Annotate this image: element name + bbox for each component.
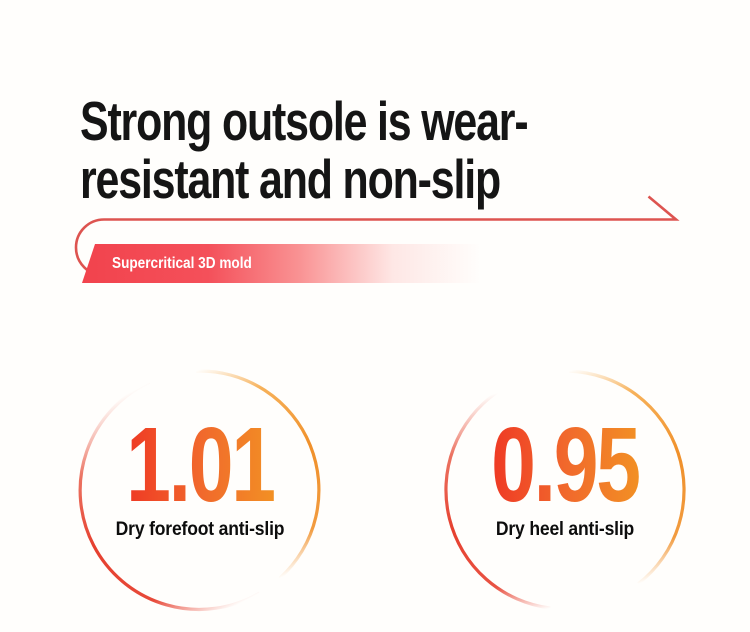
headline-line-2: resistant and non-slip [80,148,501,210]
ring-orange-arc [195,369,321,580]
headline: Strong outsole is wear- resistant and no… [80,90,529,210]
stat-heel-grip: 0.95 Dry heel anti-slip [443,368,687,612]
stat-label: Dry forefoot anti-slip [115,518,285,540]
stat-label: Dry heel anti-slip [495,518,635,540]
headline-line-1: Strong outsole is wear- [80,90,529,152]
stat-value: 0.95 [472,412,657,518]
ring-red-arc [78,380,261,612]
stat-ring-gradient-circle [78,369,321,612]
feature-banner: Supercritical 3D mold [82,244,502,283]
stat-value: 1.01 [107,412,292,518]
ring-orange-arc [569,369,686,586]
feature-banner-label: Supercritical 3D mold [112,255,252,272]
stat-forefoot-grip: 1.01 Dry forefoot anti-slip [78,368,322,612]
ring-red-arc [444,391,551,610]
stat-ring-gradient-circle [444,369,686,610]
